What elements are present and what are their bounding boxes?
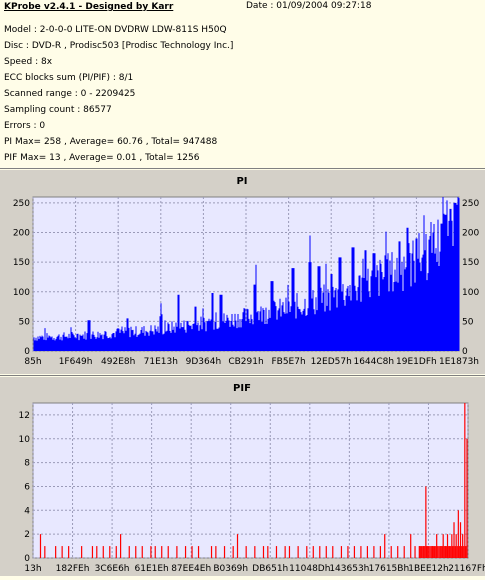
sampling-count-line: Sampling count : 86577 — [4, 105, 112, 115]
y-tick-label-right: 250 — [462, 199, 479, 209]
x-tick-label: 3C6E6h — [95, 564, 130, 574]
pi-chart: PI 0 0 50 50 100 100 150 150 200 200 250 250 85h 1F649… — [13, 176, 480, 367]
x-tick-label: 492E8h — [101, 357, 135, 367]
ecc-blocks-line: ECC blocks sum (PI/PIF) : 8/1 — [4, 73, 134, 83]
y-tick-label-right: 0 — [462, 347, 468, 357]
pif-summary-line: PIF Max= 13 , Average= 0.01 , Total= 125… — [4, 153, 200, 163]
y-tick-label: 2 — [24, 530, 30, 540]
x-tick-label: CB291h — [228, 357, 263, 367]
x-tick-label: 17615Bh — [369, 564, 410, 574]
y-tick-label: 50 — [19, 317, 31, 327]
app-title: KProbe v2.4.1 - Designed by Karr — [4, 2, 174, 12]
x-tick-label: 85h — [24, 357, 41, 367]
x-tick-label: 13h — [24, 564, 41, 574]
x-tick-label: 71E13h — [144, 357, 178, 367]
x-tick-label: 21167Fh — [448, 564, 485, 574]
scan-date: Date : 01/09/2004 09:27:18 — [246, 1, 372, 11]
disc-line: Disc : DVD-R , Prodisc503 [Prodisc Techn… — [4, 41, 234, 51]
y-tick-label: 6 — [24, 482, 30, 492]
y-tick-label-right: 50 — [462, 317, 474, 327]
pi-chart-panel: PI 0 0 50 50 100 100 150 150 200 200 250 250 85h 1F649… — [0, 170, 485, 374]
x-tick-label: FB5E7h — [271, 357, 305, 367]
y-tick-label: 4 — [24, 506, 30, 516]
x-tick-label: 143653h — [329, 564, 369, 574]
scanned-range-line: Scanned range : 0 - 2209425 — [4, 89, 136, 99]
x-tick-label: 12ED57h — [311, 357, 352, 367]
pif-chart: PIF 0 2 4 6 8 10 12 13h 182FEh 3C6E6h 61E1Eh 87EE4Eh… — [19, 383, 485, 574]
divider — [0, 168, 485, 169]
x-tick-label: 1F649h — [59, 357, 93, 367]
y-tick-label: 200 — [13, 229, 30, 239]
y-tick-label: 8 — [24, 459, 30, 469]
divider — [0, 375, 485, 376]
y-tick-label: 0 — [24, 554, 30, 564]
x-tick-label: 87EE4Eh — [171, 564, 211, 574]
y-tick-label-right: 100 — [462, 288, 479, 298]
x-tick-label: 61E1Eh — [135, 564, 169, 574]
x-tick-label: 19E1DFh — [396, 357, 437, 367]
x-tick-label: 1BEE12h — [408, 564, 448, 574]
speed-line: Speed : 8x — [4, 57, 53, 67]
pi-summary-line: PI Max= 258 , Average= 60.76 , Total= 94… — [4, 137, 218, 147]
disc-info-panel: KProbe v2.4.1 - Designed by Karr Date : … — [0, 0, 485, 168]
x-tick-label: B0369h — [213, 564, 248, 574]
y-tick-label: 0 — [24, 347, 30, 357]
chart-title: PI — [236, 176, 247, 187]
x-tick-label: 1E1873h — [439, 357, 479, 367]
chart-title: PIF — [233, 383, 251, 394]
errors-line: Errors : 0 — [4, 121, 46, 131]
plot-area — [32, 402, 469, 559]
x-tick-label: DB651h — [252, 564, 288, 574]
y-tick-label: 12 — [19, 411, 30, 421]
y-tick-label-right: 150 — [462, 258, 479, 268]
x-tick-label: 11048Dh — [289, 564, 330, 574]
pif-chart-panel: PIF 0 2 4 6 8 10 12 13h 182FEh 3C6E6h 61E1Eh 87EE4Eh… — [0, 377, 485, 576]
x-tick-label: 182FEh — [56, 564, 90, 574]
x-tick-label: 1644C8h — [353, 357, 394, 367]
y-tick-label: 250 — [13, 199, 30, 209]
y-tick-label-right: 200 — [462, 229, 479, 239]
x-tick-label: 9D364h — [186, 357, 222, 367]
y-tick-label: 100 — [13, 288, 30, 298]
y-tick-label: 10 — [19, 435, 31, 445]
model-line: Model : 2-0-0-0 LITE-ON DVDRW LDW-811S H… — [4, 25, 227, 35]
y-tick-label: 150 — [13, 258, 30, 268]
